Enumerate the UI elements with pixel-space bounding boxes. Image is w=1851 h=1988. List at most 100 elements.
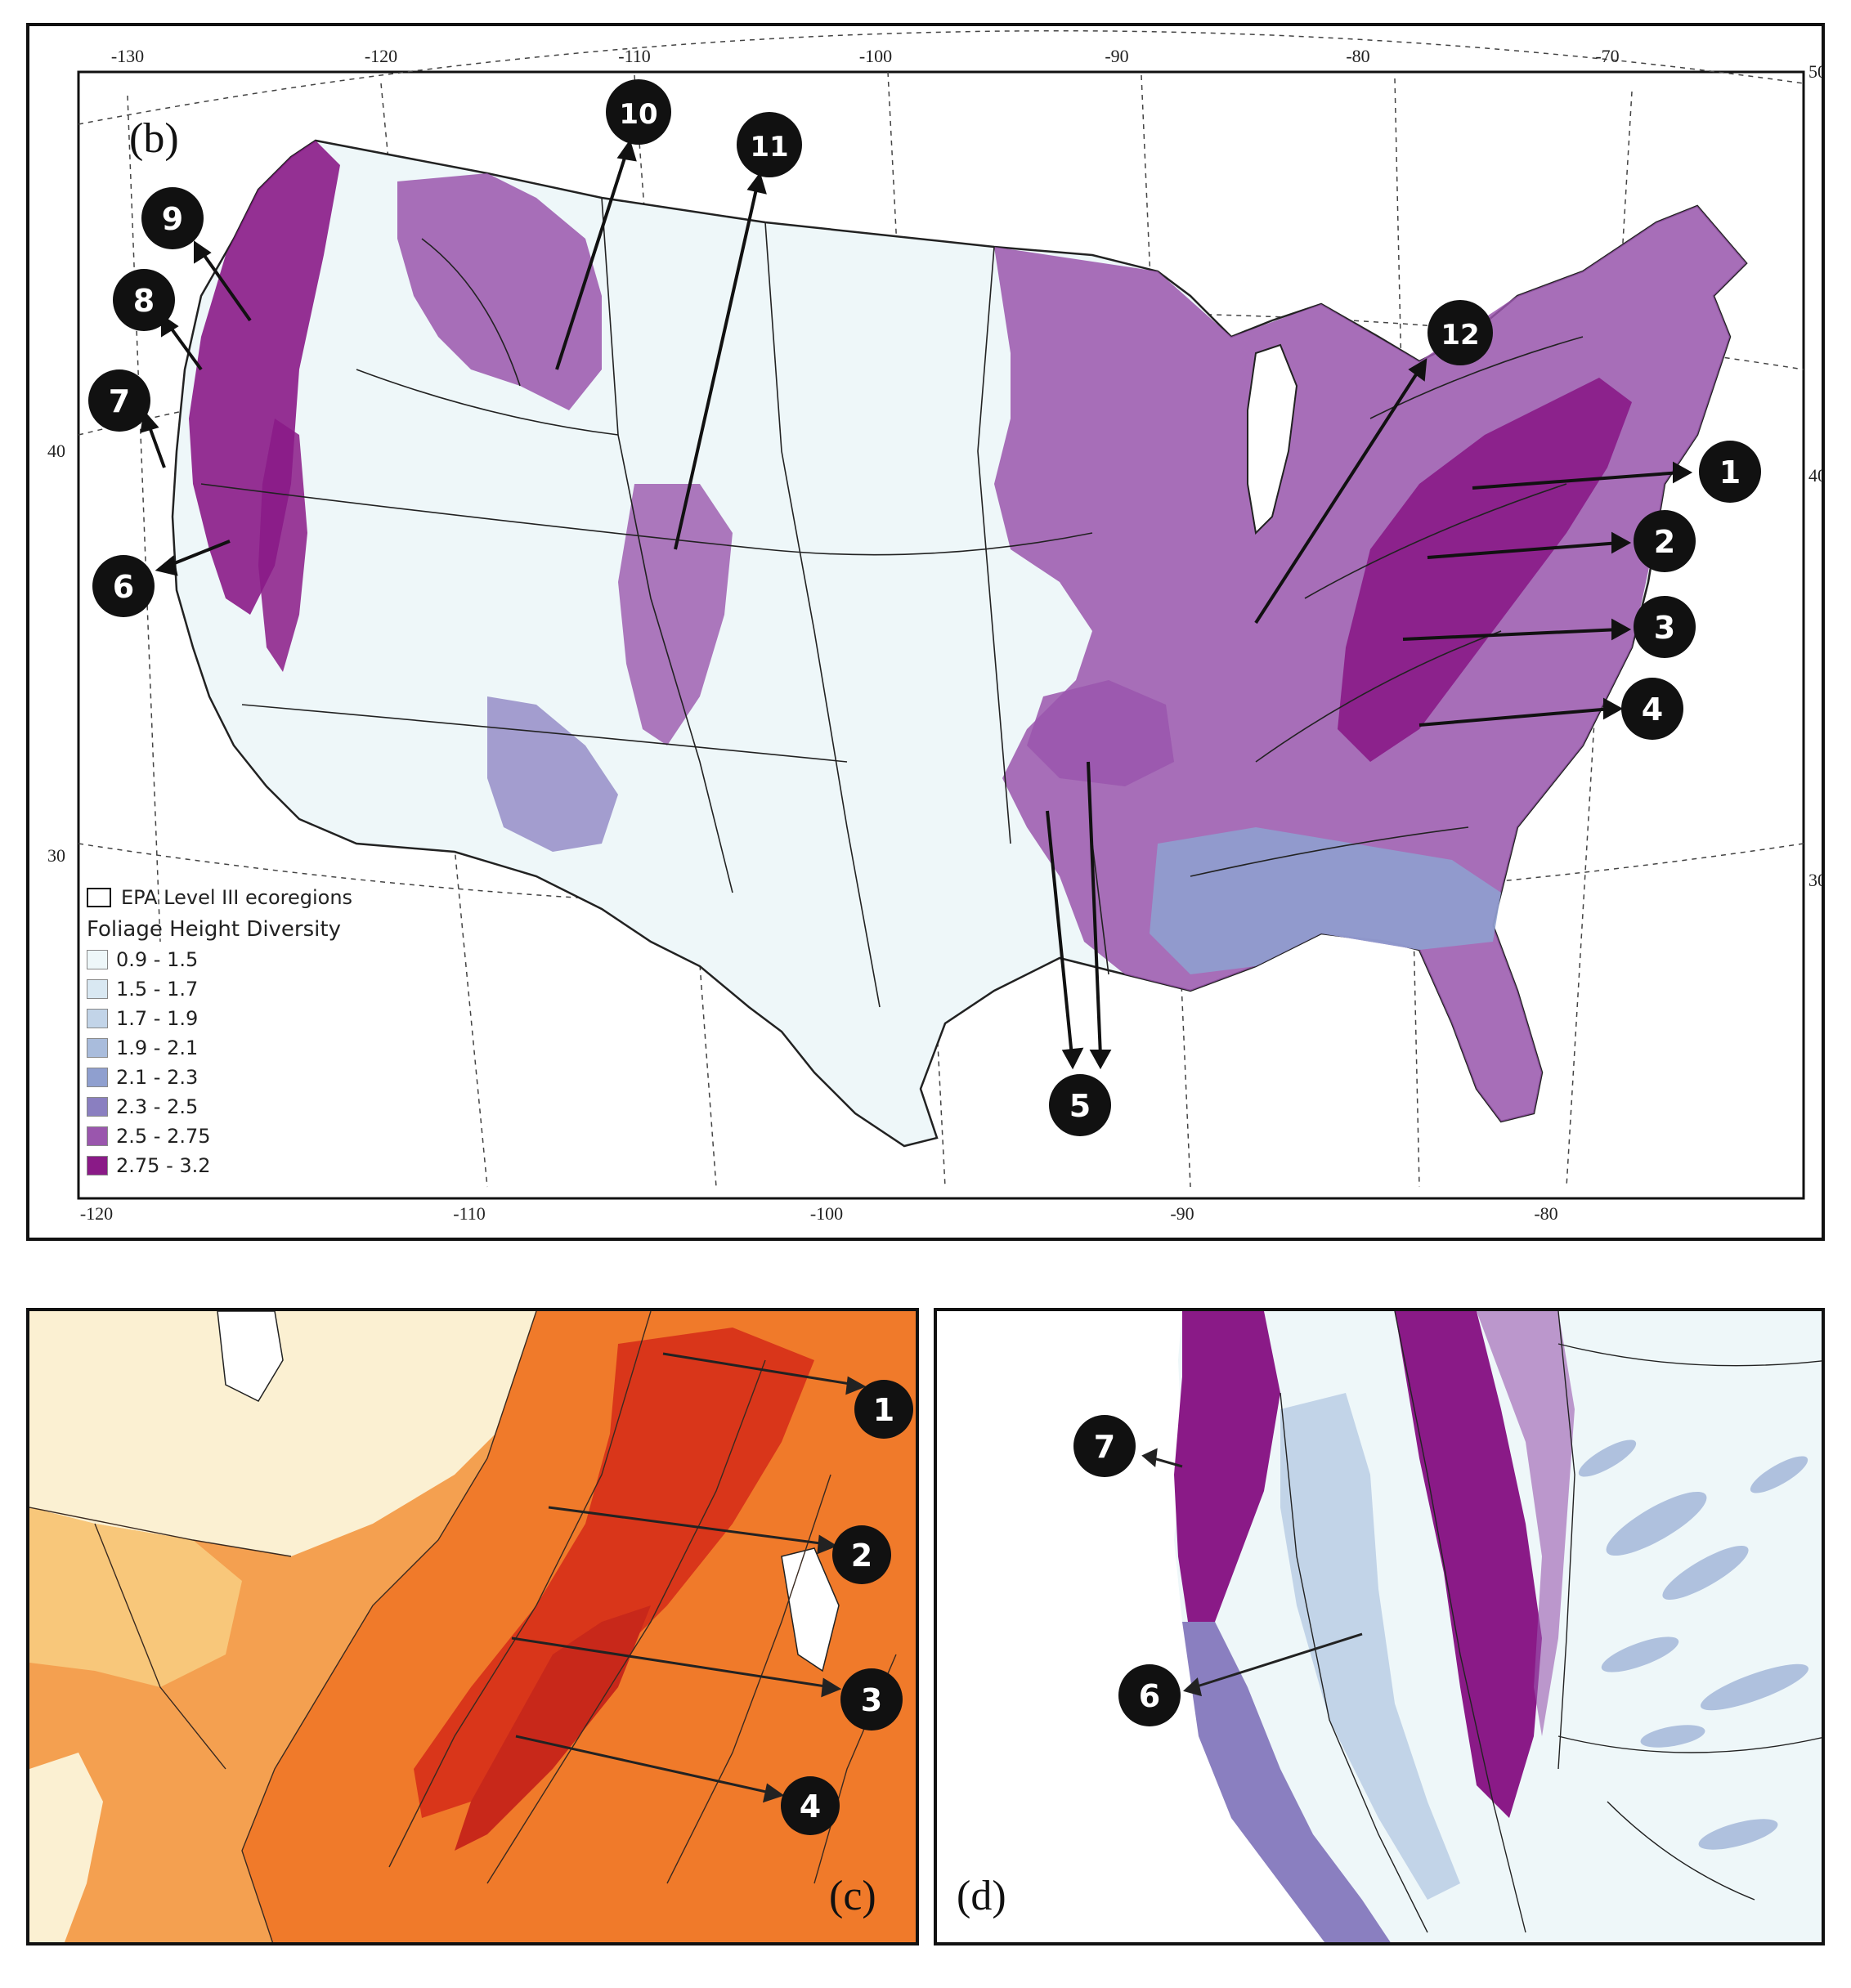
legend-title: Foliage Height Diversity [87, 917, 341, 942]
svg-text:1: 1 [873, 1392, 894, 1428]
legend-class-label: 1.7 - 1.9 [116, 1007, 199, 1030]
arrow-10-head [616, 139, 637, 162]
appalachian-high-fhd [1338, 378, 1632, 762]
legend-swatch [87, 1126, 108, 1146]
sierra-cascade-purple [1395, 1311, 1542, 1818]
panel-c-callout-badges: 1 2 3 4 [781, 1380, 913, 1835]
arrow-9 [199, 249, 252, 322]
left-lat-tick: 40 [47, 441, 65, 461]
legend-class-row: 1.7 - 1.9 [87, 1004, 352, 1033]
top-lon-tick: -90 [1105, 46, 1129, 66]
panel-d-pacific-map: 7 6 (d) [934, 1308, 1825, 1945]
arrow-4-head [1603, 697, 1624, 720]
panel-d-callout-badges: 7 6 [1073, 1415, 1181, 1726]
southeast-coastal-plain [1150, 827, 1501, 974]
callout-badge-2: 2 [1634, 510, 1696, 572]
coast-range-purple [1174, 1311, 1280, 1687]
d-arrow-6-head [1183, 1677, 1203, 1697]
callout-badge-7: 7 [88, 369, 150, 432]
panel-c-appalachian-map: 1 2 3 4 (c) [26, 1308, 919, 1945]
map-legend: EPA Level III ecoregions Foliage Height … [87, 883, 352, 1180]
arrow-7 [146, 422, 166, 468]
panel-c-label: (c) [829, 1873, 876, 1919]
bottom-lon-tick: -100 [809, 1203, 844, 1224]
basin-range-patches [1578, 1440, 1809, 1850]
d-arrow-6 [1194, 1632, 1363, 1689]
legend-class-row: 2.3 - 2.5 [87, 1092, 352, 1122]
lake-erie-water [217, 1311, 284, 1402]
callout-badge-3: 3 [1634, 596, 1696, 658]
legend-class-label: 2.3 - 2.5 [116, 1095, 199, 1118]
southwest-highlands [487, 696, 618, 852]
arrow-4 [1419, 707, 1612, 727]
midwest-light-band [29, 1507, 242, 1687]
c-arrow-3 [511, 1637, 831, 1689]
callout-badge-11: 11 [737, 112, 802, 177]
c-callout-badge-1: 1 [854, 1380, 913, 1439]
top-lon-tick: -70 [1595, 46, 1620, 66]
svg-text:2: 2 [851, 1538, 872, 1574]
legend-swatch [87, 1009, 108, 1028]
panel-b-map-canvas: 1 2 3 4 5 6 7 8 9 10 11 12 [77, 29, 1805, 1200]
c-callout-badge-2: 2 [832, 1525, 891, 1584]
legend-class-row: 1.5 - 1.7 [87, 974, 352, 1004]
legend-swatch [87, 1038, 108, 1058]
ecoregion-boundaries [200, 197, 1584, 1008]
legend-class-row: 2.1 - 2.3 [87, 1063, 352, 1092]
legend-boundary-row: EPA Level III ecoregions [87, 883, 352, 912]
callout-badge-10: 10 [606, 79, 671, 145]
svg-text:6: 6 [113, 569, 134, 605]
callout-badge-4: 4 [1621, 678, 1683, 740]
legend-class-label: 2.5 - 2.75 [116, 1125, 211, 1148]
arrow-7-head [140, 410, 159, 433]
ozark-ouachita [1027, 680, 1174, 786]
legend-class-label: 0.9 - 1.5 [116, 948, 199, 971]
c-arrow-2 [548, 1506, 827, 1546]
arrow-5b [1087, 761, 1102, 1057]
top-lon-tick: -80 [1346, 46, 1370, 66]
panel-c-callout-arrows [511, 1352, 867, 1803]
arrow-12-head [1408, 358, 1427, 382]
arrow-5b-head [1089, 1050, 1112, 1070]
pacific-northwest-forest [189, 141, 340, 615]
callout-badge-5: 5 [1049, 1074, 1111, 1136]
panel-d-ecoregion-boundaries [1280, 1311, 1822, 1933]
arrow-3 [1402, 628, 1620, 641]
sierra-nevada [258, 419, 307, 672]
coast-range-lavender [1182, 1622, 1391, 1942]
legend-swatch [87, 1156, 108, 1175]
svg-text:8: 8 [133, 283, 155, 319]
legend-swatch [87, 979, 108, 999]
svg-text:3: 3 [861, 1682, 882, 1718]
legend-swatch [87, 950, 108, 969]
top-lon-tick: -110 [618, 46, 651, 66]
svg-text:5: 5 [1069, 1088, 1091, 1124]
c-arrow-1 [662, 1352, 856, 1386]
arrow-11-head [746, 172, 767, 195]
svg-text:10: 10 [619, 98, 657, 131]
right-lat-tick: 50 [1808, 61, 1825, 82]
ridge-valley-high [414, 1328, 814, 1818]
arrow-10 [555, 152, 628, 370]
callout-badge-8: 8 [113, 269, 175, 331]
panel-b-label: (b) [129, 115, 179, 162]
legend-class-row: 2.75 - 3.2 [87, 1151, 352, 1180]
arrow-6 [168, 540, 231, 567]
arrow-2-head [1611, 531, 1632, 554]
legend-class-row: 1.9 - 2.1 [87, 1033, 352, 1063]
c-arrow-3-head [821, 1677, 842, 1698]
d-callout-badge-7: 7 [1073, 1415, 1136, 1477]
d-arrow-7-head [1141, 1448, 1158, 1467]
legend-class-label: 2.1 - 2.3 [116, 1066, 199, 1089]
legend-class-label: 1.5 - 1.7 [116, 978, 199, 1001]
arrow-2 [1427, 541, 1620, 559]
svg-text:3: 3 [1654, 610, 1675, 646]
great-lakes-water [1247, 343, 1298, 535]
ecoregion-boundary-swatch [87, 888, 111, 907]
bottom-lon-tick: -110 [453, 1203, 486, 1224]
c-callout-badge-4: 4 [781, 1776, 840, 1835]
top-lon-tick: -130 [110, 46, 145, 66]
legend-class-label: 2.75 - 3.2 [116, 1154, 211, 1177]
c-arrow-4-head [762, 1783, 785, 1803]
bottom-lon-tick: -90 [1170, 1203, 1194, 1224]
